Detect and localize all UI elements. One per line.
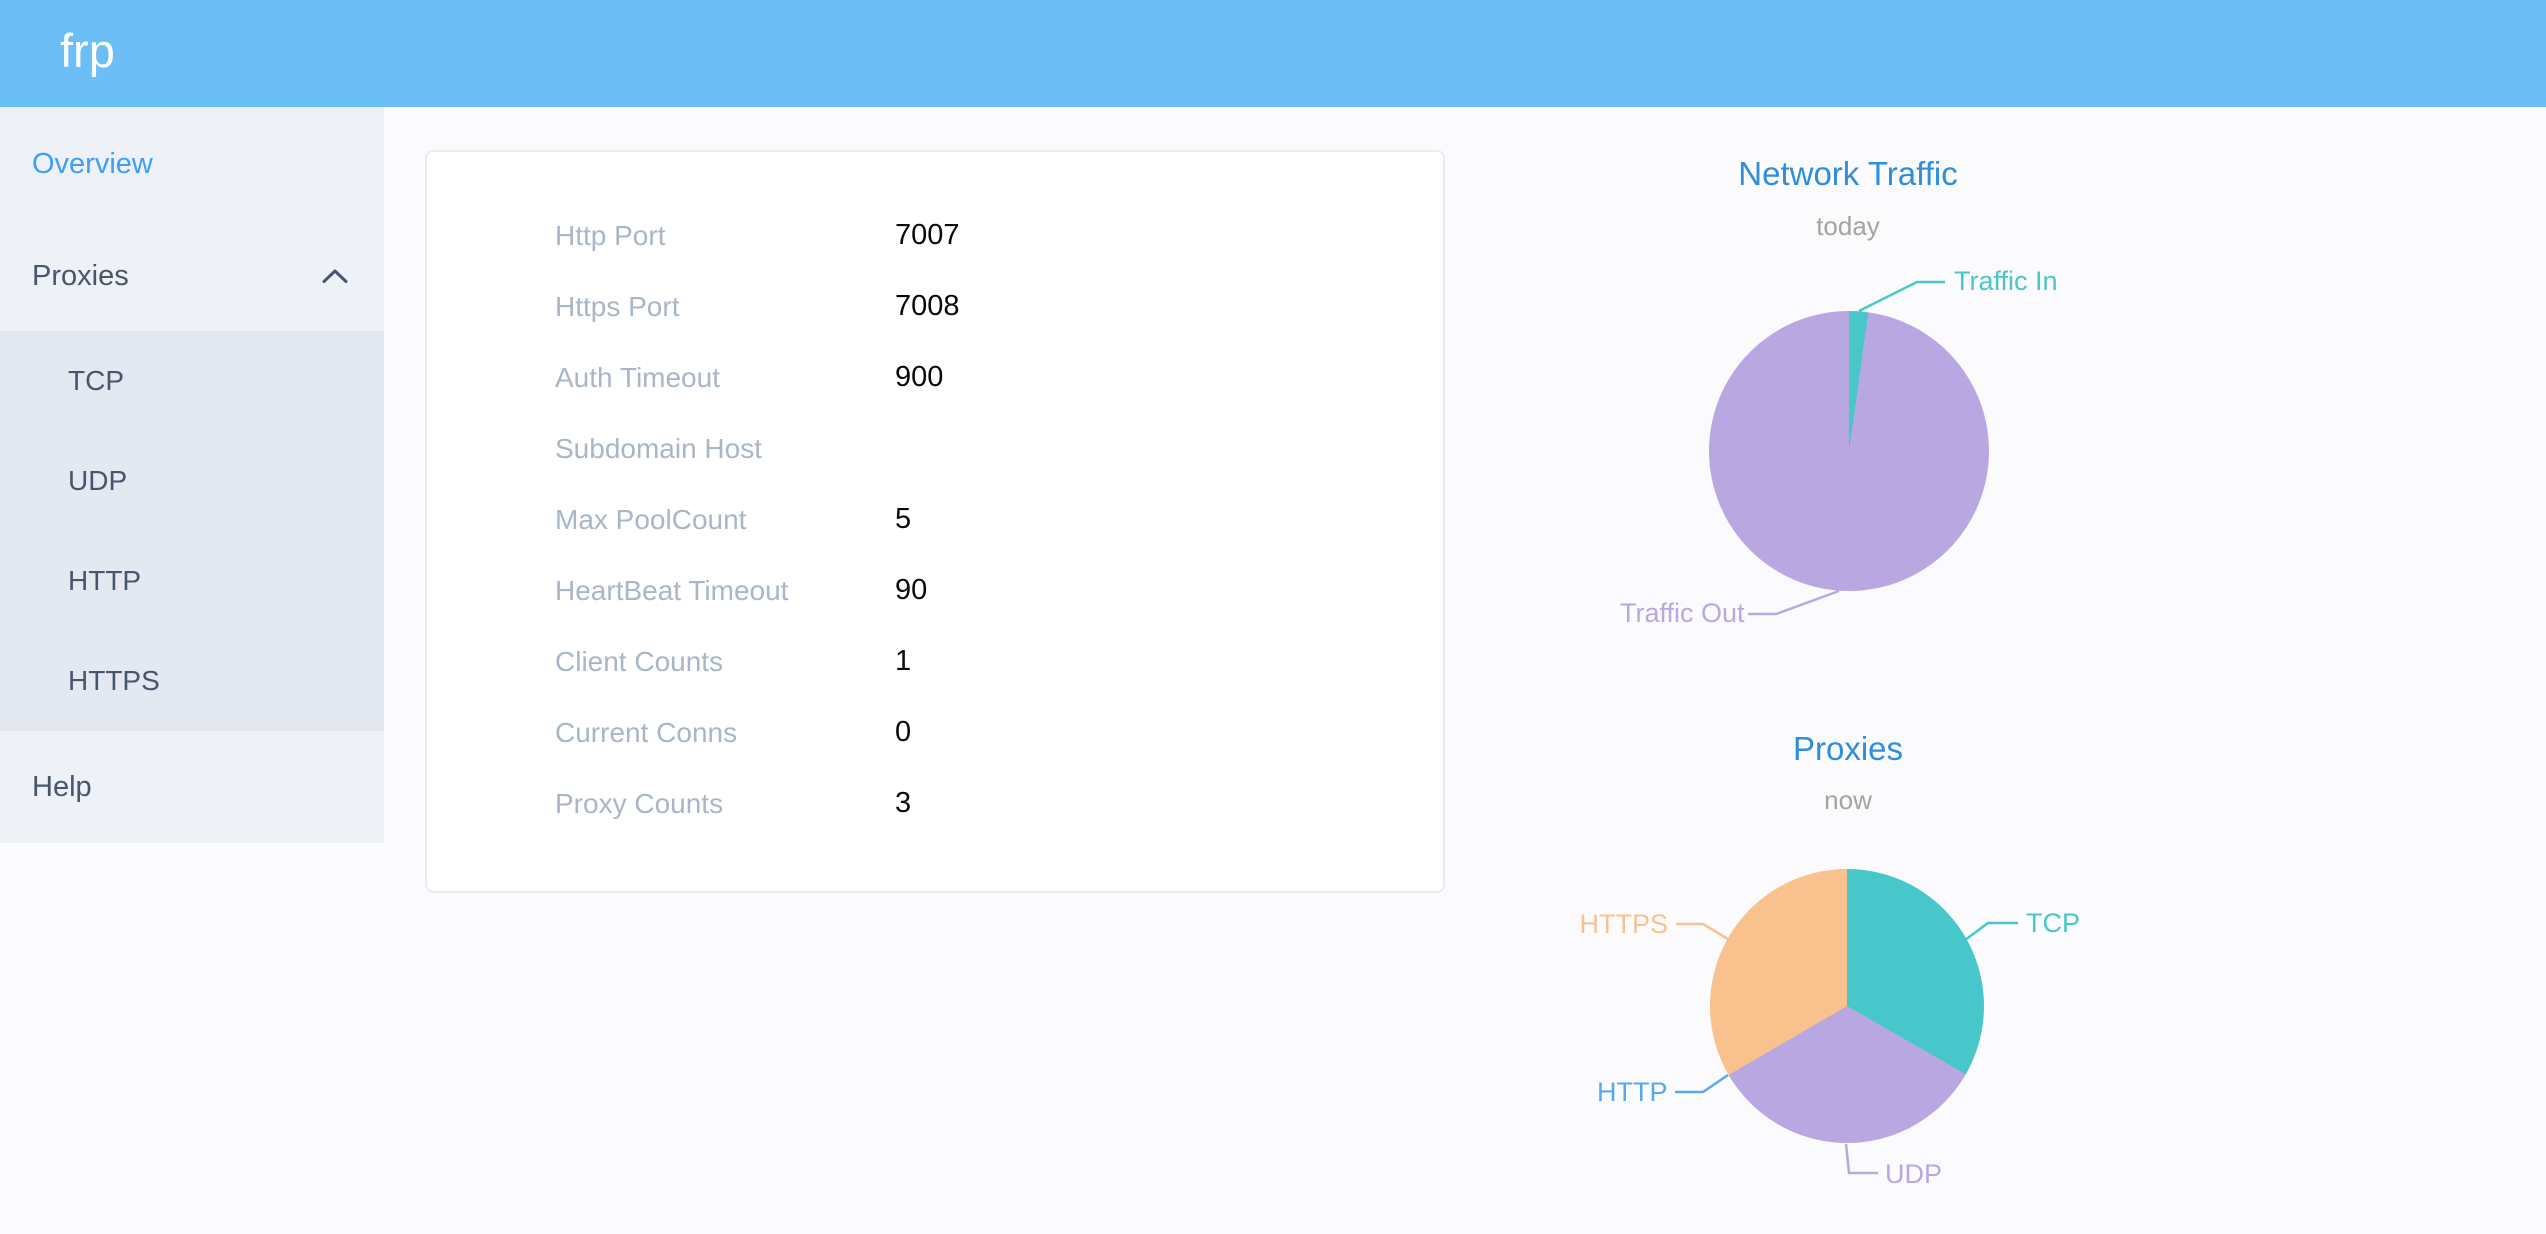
- network-traffic-subtitle: today: [1816, 211, 1880, 242]
- udp-leader: [1846, 1144, 1878, 1173]
- sidebar-item-udp-label: UDP: [68, 465, 127, 496]
- sidebar-item-https-label: HTTPS: [68, 665, 160, 696]
- config-row: Client Counts 1: [427, 626, 1443, 697]
- sidebar-item-https[interactable]: HTTPS: [0, 631, 384, 731]
- network-traffic-title: Network Traffic: [1738, 155, 1957, 193]
- udp-slice-label: UDP: [1885, 1161, 1942, 1188]
- config-row: Http Port 7007: [427, 200, 1443, 271]
- sidebar-item-proxies[interactable]: Proxies: [0, 221, 384, 331]
- config-row: Https Port 7008: [427, 271, 1443, 342]
- proxies-title: Proxies: [1793, 730, 1903, 768]
- traffic-out-label: Traffic Out: [1620, 600, 1744, 627]
- config-label: Client Counts: [555, 646, 723, 678]
- server-config-card: Http Port 7007 Https Port 7008 Auth Timeout 9…: [425, 150, 1445, 893]
- config-value: 5: [895, 503, 911, 536]
- proxies-submenu: TCP UDP HTTP HTTPS: [0, 331, 384, 731]
- config-value: 7008: [895, 290, 960, 323]
- config-label: Http Port: [555, 220, 665, 252]
- proxies-subtitle: now: [1824, 785, 1872, 816]
- sidebar-item-tcp[interactable]: TCP: [0, 331, 384, 431]
- config-row: HeartBeat Timeout 90: [427, 555, 1443, 626]
- traffic-out-leader: [1748, 591, 1839, 614]
- config-label: Proxy Counts: [555, 788, 723, 820]
- http-leader: [1675, 1075, 1728, 1092]
- config-value: 7007: [895, 219, 960, 252]
- https-slice-label: HTTPS: [1578, 911, 1668, 938]
- config-value: 1: [895, 645, 911, 678]
- https-leader: [1676, 924, 1728, 939]
- sidebar-item-help[interactable]: Help: [0, 731, 384, 843]
- tcp-leader: [1965, 923, 2018, 940]
- config-label: Current Conns: [555, 717, 737, 749]
- config-row: Proxy Counts 3: [427, 768, 1443, 839]
- config-row: Max PoolCount 5: [427, 484, 1443, 555]
- config-label: Auth Timeout: [555, 362, 720, 394]
- sidebar-item-overview[interactable]: Overview: [0, 107, 384, 221]
- app-logo: frp: [60, 0, 115, 107]
- sidebar-item-overview-label: Overview: [32, 148, 153, 180]
- sidebar-item-tcp-label: TCP: [68, 365, 124, 396]
- config-label: Https Port: [555, 291, 679, 323]
- proxies-pie[interactable]: [1710, 869, 1984, 1143]
- config-value: 3: [895, 787, 911, 820]
- config-row: Current Conns 0: [427, 697, 1443, 768]
- traffic-in-label: Traffic In: [1954, 268, 2058, 295]
- header-bar: frp: [0, 0, 2546, 107]
- sidebar-item-http-label: HTTP: [68, 565, 141, 596]
- config-label: Max PoolCount: [555, 504, 746, 536]
- frp-dashboard-page: frp Overview Proxies TCP UDP HTTP HTTPS: [0, 0, 2546, 1234]
- sidebar-item-help-label: Help: [32, 771, 92, 803]
- config-value: 90: [895, 574, 927, 607]
- config-value: 900: [895, 361, 943, 394]
- sidebar: Overview Proxies TCP UDP HTTP HTTPS Help: [0, 107, 384, 843]
- tcp-slice-label: TCP: [2026, 910, 2080, 937]
- traffic-in-leader: [1859, 282, 1945, 311]
- http-slice-label: HTTP: [1597, 1079, 1667, 1106]
- network-traffic-pie[interactable]: [1709, 311, 1989, 591]
- config-value: 0: [895, 716, 911, 749]
- config-row: Subdomain Host: [427, 413, 1443, 484]
- sidebar-item-http[interactable]: HTTP: [0, 531, 384, 631]
- config-label: HeartBeat Timeout: [555, 575, 788, 607]
- config-row: Auth Timeout 900: [427, 342, 1443, 413]
- server-config-rows: Http Port 7007 Https Port 7008 Auth Timeout 9…: [427, 200, 1443, 839]
- sidebar-item-proxies-label: Proxies: [32, 260, 129, 292]
- config-label: Subdomain Host: [555, 433, 762, 465]
- sidebar-item-udp[interactable]: UDP: [0, 431, 384, 531]
- chevron-up-icon: [322, 268, 348, 284]
